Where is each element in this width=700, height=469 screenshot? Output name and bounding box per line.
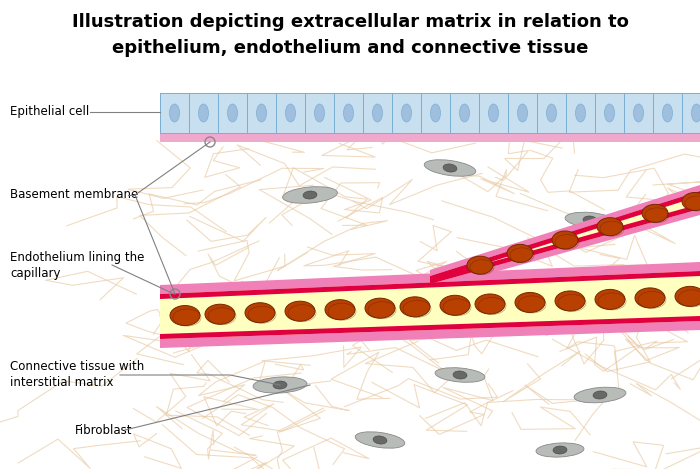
Ellipse shape — [459, 104, 470, 122]
Ellipse shape — [489, 104, 498, 122]
Text: Connective tissue with: Connective tissue with — [10, 361, 144, 373]
Polygon shape — [430, 191, 700, 284]
Bar — [160, 93, 700, 133]
Ellipse shape — [253, 377, 307, 393]
Bar — [595, 93, 624, 133]
Ellipse shape — [283, 187, 337, 204]
Ellipse shape — [634, 104, 643, 122]
Ellipse shape — [199, 104, 209, 122]
Ellipse shape — [372, 104, 382, 122]
Polygon shape — [160, 271, 700, 299]
Ellipse shape — [635, 288, 665, 308]
Ellipse shape — [325, 300, 355, 320]
Ellipse shape — [552, 231, 578, 249]
Ellipse shape — [303, 191, 317, 199]
Polygon shape — [430, 204, 700, 284]
Ellipse shape — [662, 104, 673, 122]
Text: Endothelium lining the: Endothelium lining the — [10, 250, 144, 264]
Ellipse shape — [402, 104, 412, 122]
Ellipse shape — [475, 294, 505, 314]
Ellipse shape — [565, 212, 615, 228]
Ellipse shape — [536, 443, 584, 457]
Bar — [682, 93, 700, 133]
Bar — [334, 93, 363, 133]
Ellipse shape — [575, 104, 585, 122]
Ellipse shape — [553, 446, 567, 454]
Ellipse shape — [517, 104, 528, 122]
Bar — [247, 93, 276, 133]
Polygon shape — [160, 271, 700, 339]
Bar — [189, 93, 218, 133]
Ellipse shape — [424, 160, 476, 176]
Ellipse shape — [453, 371, 467, 379]
Bar — [218, 93, 247, 133]
Text: interstitial matrix: interstitial matrix — [10, 377, 113, 389]
Bar — [392, 93, 421, 133]
Ellipse shape — [595, 289, 625, 310]
Ellipse shape — [245, 303, 275, 323]
Ellipse shape — [344, 104, 354, 122]
Polygon shape — [430, 185, 700, 290]
Ellipse shape — [256, 104, 267, 122]
Ellipse shape — [597, 218, 623, 235]
Ellipse shape — [440, 295, 470, 315]
Bar — [305, 93, 334, 133]
Ellipse shape — [692, 104, 700, 122]
Ellipse shape — [435, 368, 485, 382]
Ellipse shape — [675, 287, 700, 306]
Ellipse shape — [314, 104, 325, 122]
Text: epithelium, endothelium and connective tissue: epithelium, endothelium and connective t… — [112, 39, 588, 57]
Ellipse shape — [467, 256, 493, 274]
Bar — [653, 93, 682, 133]
Ellipse shape — [515, 293, 545, 312]
Polygon shape — [160, 316, 700, 339]
Ellipse shape — [547, 104, 556, 122]
Ellipse shape — [443, 164, 457, 172]
Text: Fibroblast: Fibroblast — [75, 424, 132, 437]
Ellipse shape — [574, 387, 626, 403]
Text: Basement membrane: Basement membrane — [10, 189, 139, 202]
Ellipse shape — [273, 381, 287, 389]
Bar — [363, 93, 392, 133]
Ellipse shape — [400, 297, 430, 317]
Ellipse shape — [373, 436, 387, 444]
Ellipse shape — [593, 391, 607, 399]
Ellipse shape — [583, 216, 597, 224]
Ellipse shape — [555, 291, 585, 311]
Ellipse shape — [605, 104, 615, 122]
Ellipse shape — [507, 244, 533, 262]
Bar — [624, 93, 653, 133]
Bar — [479, 93, 508, 133]
Text: Epithelial cell: Epithelial cell — [10, 106, 90, 119]
Ellipse shape — [682, 192, 700, 211]
Polygon shape — [430, 191, 700, 281]
Text: Illustration depicting extracellular matrix in relation to: Illustration depicting extracellular mat… — [71, 13, 629, 31]
Ellipse shape — [430, 104, 440, 122]
Bar — [537, 93, 566, 133]
Bar — [160, 93, 189, 133]
Polygon shape — [160, 262, 700, 348]
Ellipse shape — [169, 104, 179, 122]
Ellipse shape — [170, 305, 200, 325]
Ellipse shape — [286, 104, 295, 122]
Ellipse shape — [205, 304, 235, 324]
Bar — [566, 93, 595, 133]
Text: capillary: capillary — [10, 266, 60, 280]
Bar — [450, 93, 479, 133]
Bar — [160, 133, 700, 142]
Ellipse shape — [285, 301, 315, 321]
Ellipse shape — [642, 204, 668, 222]
Bar — [276, 93, 305, 133]
Ellipse shape — [365, 298, 395, 318]
Ellipse shape — [228, 104, 237, 122]
Bar — [508, 93, 537, 133]
Ellipse shape — [355, 432, 405, 448]
Bar — [421, 93, 450, 133]
